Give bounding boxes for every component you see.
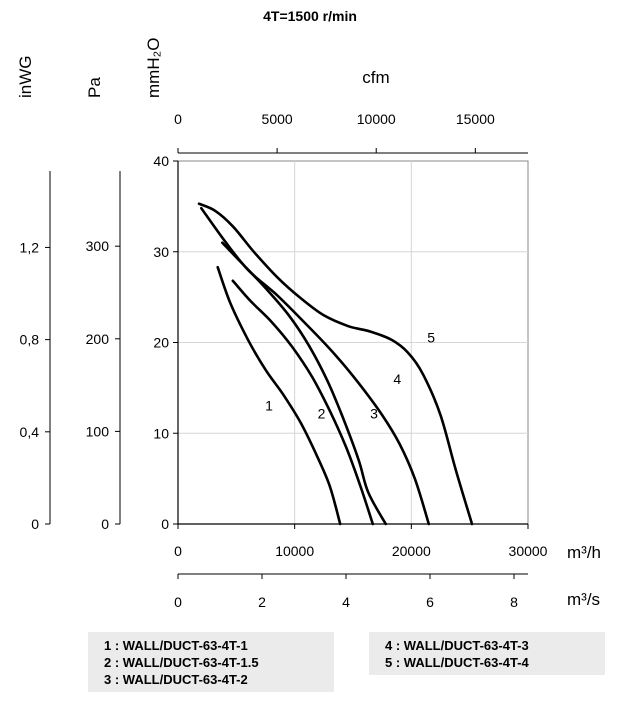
pa-tick-label: 0 [101, 516, 109, 532]
pa-tick-label: 300 [86, 238, 110, 254]
y-tick-label: 40 [153, 153, 169, 169]
curve-labels: 1 2 3 4 5 [265, 330, 435, 422]
cfm-tick-label: 5000 [262, 111, 293, 127]
cfm-tick-label: 15000 [456, 111, 495, 127]
curve-5 [197, 202, 474, 526]
mmh2o-unit-label: mmH₂O [144, 38, 163, 98]
legend-entry: 5 : WALL/DUCT-63-4T-4 [385, 655, 529, 670]
curve-label-2: 2 [318, 406, 326, 422]
curve-label-5: 5 [427, 330, 435, 346]
legend-left: 1 : WALL/DUCT-63-4T-1 2 : WALL/DUCT-63-4… [88, 632, 334, 692]
curve-label-1: 1 [265, 398, 273, 414]
inwg-tick-label: 0,8 [20, 332, 40, 348]
y-tick-label: 20 [153, 335, 169, 351]
curve-1 [216, 265, 342, 526]
m3h-unit-label: m³/h [567, 543, 601, 562]
chart-title: 4T=1500 r/min [263, 8, 357, 24]
cfm-unit-label: cfm [362, 68, 389, 87]
m3s-tick-label: 2 [258, 594, 266, 610]
x-tick-label: 10000 [275, 543, 314, 559]
inwg-tick-label: 0 [31, 516, 39, 532]
y-tick-label: 0 [161, 516, 169, 532]
legend-entry: 4 : WALL/DUCT-63-4T-3 [385, 638, 529, 653]
y-tick-label: 10 [153, 425, 169, 441]
inwg-unit-label: inWG [16, 56, 35, 99]
m3s-unit-label: m³/s [567, 590, 600, 609]
curve-label-4: 4 [393, 371, 401, 387]
pa-tick-label: 100 [86, 423, 110, 439]
gridlines [178, 161, 528, 524]
pa-tick-label: 200 [86, 331, 110, 347]
legend-entry: 3 : WALL/DUCT-63-4T-2 [104, 672, 248, 687]
inwg-tick-label: 0,4 [20, 424, 40, 440]
m3s-tick-label: 8 [510, 594, 518, 610]
curve-4 [200, 206, 431, 526]
curves [197, 202, 474, 526]
pa-unit-label: Pa [85, 77, 104, 98]
legend-entry: 2 : WALL/DUCT-63-4T-1.5 [104, 655, 259, 670]
legend-right: 4 : WALL/DUCT-63-4T-3 5 : WALL/DUCT-63-4… [369, 632, 605, 675]
cfm-tick-label: 10000 [357, 111, 396, 127]
y-tick-label: 30 [153, 244, 169, 260]
m3s-tick-label: 4 [342, 594, 350, 610]
legend-entry: 1 : WALL/DUCT-63-4T-1 [104, 638, 248, 653]
x-tick-label: 0 [174, 543, 182, 559]
cfm-tick-label: 0 [174, 111, 182, 127]
x-tick-label: 30000 [509, 543, 548, 559]
curve-label-3: 3 [370, 406, 378, 422]
m3s-tick-label: 0 [174, 594, 182, 610]
x-tick-label: 20000 [392, 543, 431, 559]
curve-2 [231, 279, 375, 526]
inwg-tick-label: 1,2 [20, 239, 40, 255]
m3s-tick-label: 6 [426, 594, 434, 610]
